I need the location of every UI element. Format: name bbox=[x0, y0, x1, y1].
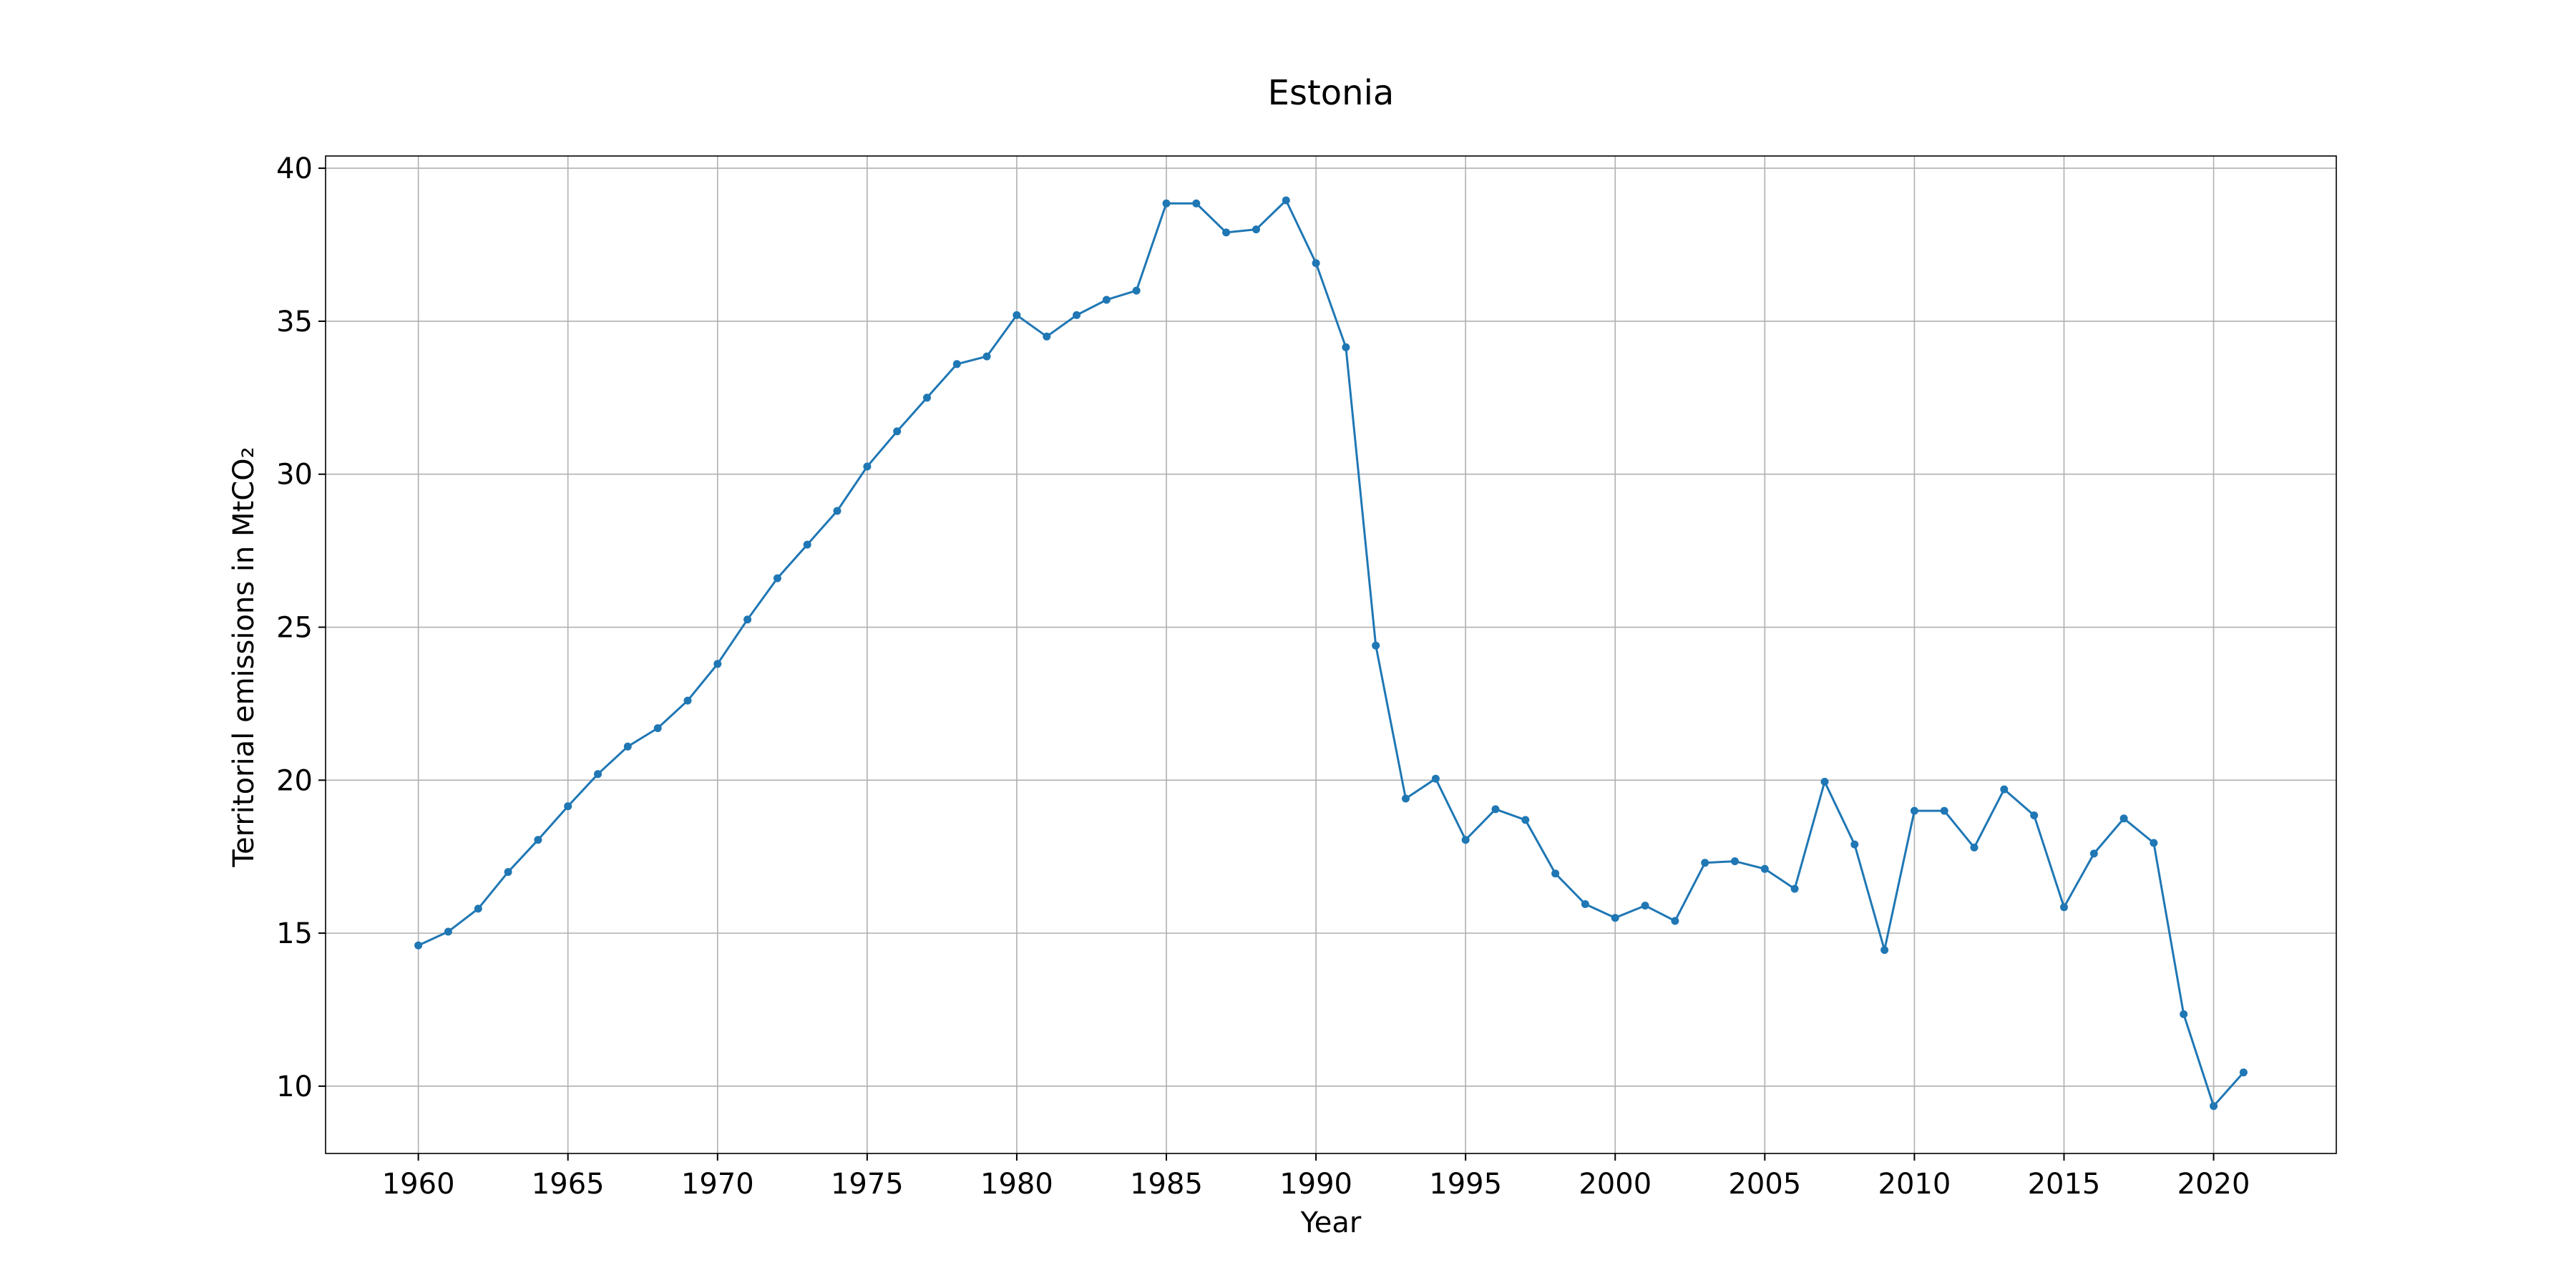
x-tick-label: 1970 bbox=[681, 1168, 754, 1201]
series-line bbox=[417, 198, 2245, 1108]
data-point bbox=[1581, 900, 1589, 908]
data-point bbox=[1372, 641, 1380, 650]
data-point bbox=[1611, 914, 1619, 922]
data-point bbox=[1043, 332, 1051, 341]
y-tick-label: 10 bbox=[276, 1070, 313, 1103]
y-tick-label: 30 bbox=[276, 459, 313, 492]
y-tick-label: 20 bbox=[276, 764, 313, 797]
data-point bbox=[1701, 859, 1709, 867]
data-point bbox=[1312, 259, 1320, 268]
data-point bbox=[2150, 839, 2158, 847]
chart-title: Estonia bbox=[1268, 73, 1395, 113]
data-point bbox=[952, 360, 961, 369]
data-point bbox=[2060, 903, 2068, 912]
data-point bbox=[1431, 774, 1440, 783]
data-point bbox=[1162, 199, 1171, 208]
data-point bbox=[683, 696, 692, 705]
ticks: 1960 1965 1970 1975 1980 1985 1990 1995 2000 2005… bbox=[276, 152, 2250, 1201]
data-point bbox=[1820, 778, 1829, 786]
data-point bbox=[2089, 849, 2098, 858]
data-point bbox=[923, 394, 931, 402]
data-point bbox=[713, 660, 722, 668]
data-point bbox=[564, 802, 572, 811]
data-point bbox=[1970, 843, 1979, 852]
data-point bbox=[2119, 814, 2128, 823]
x-tick-label: 2020 bbox=[2177, 1168, 2250, 1201]
data-point bbox=[1850, 840, 1859, 849]
grid bbox=[326, 156, 2336, 1153]
data-point bbox=[982, 352, 991, 361]
data-point bbox=[1461, 836, 1470, 844]
x-tick-label: 2010 bbox=[1878, 1168, 1951, 1201]
data-point bbox=[743, 615, 752, 624]
data-point bbox=[2239, 1068, 2248, 1077]
data-point bbox=[1252, 225, 1260, 234]
x-tick-label: 1985 bbox=[1130, 1168, 1203, 1201]
data-point bbox=[504, 868, 512, 877]
data-point bbox=[1940, 806, 1948, 815]
data-point bbox=[414, 941, 423, 950]
data-point bbox=[534, 836, 542, 844]
data-point bbox=[474, 904, 482, 913]
data-point bbox=[1073, 311, 1081, 319]
data-point bbox=[1402, 794, 1410, 803]
data-point bbox=[1760, 864, 1769, 873]
data-point bbox=[1102, 296, 1111, 304]
x-axis-title: Year bbox=[1300, 1206, 1362, 1239]
data-point bbox=[623, 742, 632, 751]
data-point bbox=[1013, 311, 1021, 319]
x-tick-label: 2005 bbox=[1728, 1168, 1801, 1201]
data-point bbox=[863, 462, 872, 471]
data-point bbox=[1731, 857, 1739, 866]
data-point bbox=[1342, 343, 1350, 351]
data-point bbox=[833, 507, 841, 515]
data-point bbox=[1222, 228, 1231, 237]
y-tick-label: 15 bbox=[276, 917, 313, 950]
x-tick-label: 2015 bbox=[2028, 1168, 2101, 1201]
data-point bbox=[1192, 199, 1201, 208]
data-point bbox=[1551, 869, 1560, 878]
y-tick-label: 40 bbox=[276, 152, 313, 185]
x-tick-label: 1980 bbox=[980, 1168, 1053, 1201]
x-tick-label: 1965 bbox=[532, 1168, 605, 1201]
data-point bbox=[1790, 884, 1799, 893]
plot-frame bbox=[325, 155, 2337, 1154]
data-point bbox=[1910, 806, 1918, 815]
data-point bbox=[2180, 1010, 2188, 1018]
data-point bbox=[1132, 286, 1141, 295]
data-point bbox=[2000, 785, 2009, 794]
series-layer bbox=[414, 196, 2248, 1111]
x-tick-label: 1995 bbox=[1429, 1168, 1502, 1201]
y-axis-title: Territorial emissions in MtCO₂ bbox=[228, 447, 260, 867]
data-point bbox=[594, 770, 602, 779]
y-tick-label: 35 bbox=[276, 306, 313, 338]
x-tick-label: 2000 bbox=[1579, 1168, 1652, 1201]
data-point bbox=[893, 427, 902, 436]
data-point bbox=[1521, 816, 1530, 824]
x-tick-label: 1960 bbox=[382, 1168, 455, 1201]
y-tick-label: 25 bbox=[276, 612, 313, 645]
data-point bbox=[803, 540, 811, 549]
data-point bbox=[2030, 811, 2039, 819]
data-point bbox=[653, 724, 662, 733]
x-tick-label: 1990 bbox=[1279, 1168, 1352, 1201]
data-point bbox=[2210, 1102, 2218, 1111]
data-point bbox=[1880, 946, 1889, 955]
data-point bbox=[773, 574, 781, 582]
data-point bbox=[1282, 196, 1290, 205]
data-point bbox=[1641, 902, 1649, 910]
data-point bbox=[444, 927, 452, 936]
data-point bbox=[1491, 805, 1500, 814]
data-point bbox=[1671, 917, 1679, 925]
x-tick-label: 1975 bbox=[831, 1168, 904, 1201]
